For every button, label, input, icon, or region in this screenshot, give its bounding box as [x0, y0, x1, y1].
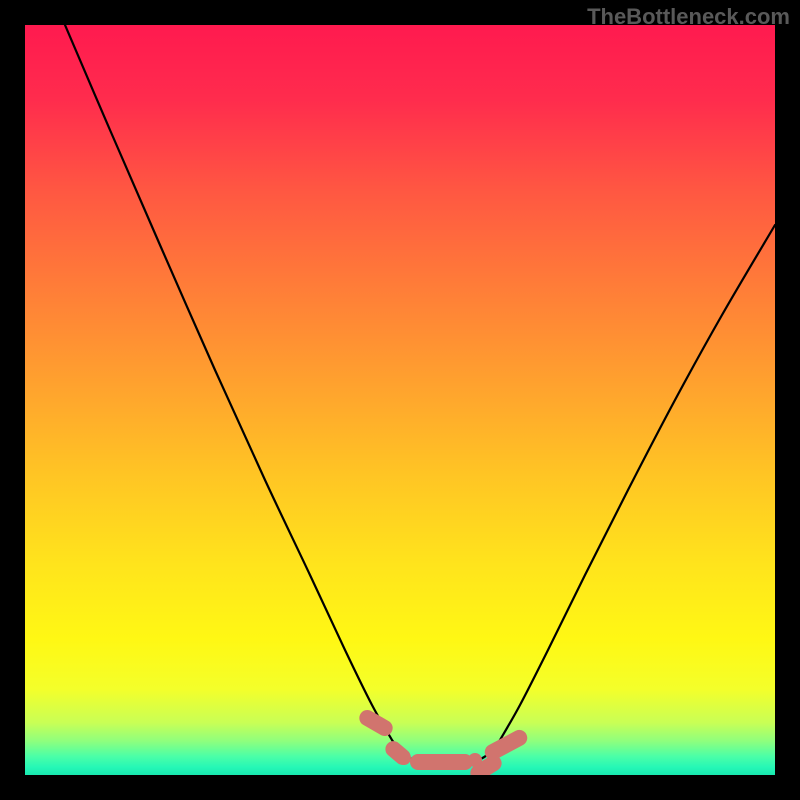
chart-root: TheBottleneck.com	[0, 0, 800, 800]
highlight-dot-5	[397, 751, 411, 765]
plot-background	[25, 25, 775, 775]
highlight-seg-2	[410, 754, 473, 770]
chart-svg	[0, 0, 800, 800]
highlight-dot-6	[468, 753, 482, 767]
